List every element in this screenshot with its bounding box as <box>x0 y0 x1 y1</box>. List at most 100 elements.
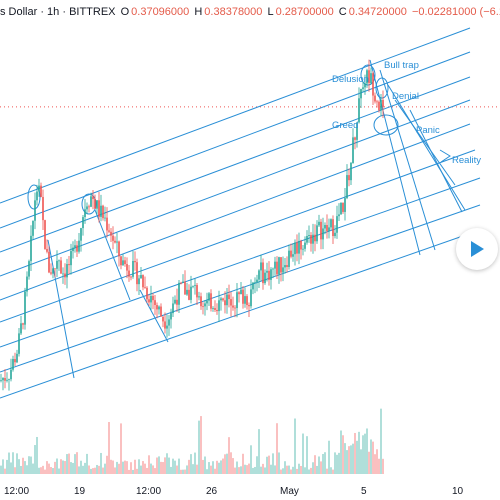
highlight-circle <box>360 64 376 86</box>
candle-body <box>62 273 64 275</box>
candle-body <box>276 261 278 275</box>
channel-line <box>0 51 471 229</box>
volume-bar <box>66 454 68 474</box>
annotation-greed: Greed <box>332 120 358 131</box>
volume-bar <box>58 468 60 474</box>
candle-body <box>236 292 238 309</box>
volume-bar <box>20 465 22 474</box>
volume-bar <box>224 454 226 474</box>
volume-bar <box>280 469 282 474</box>
candle-body <box>336 216 338 233</box>
volume-bar <box>256 456 258 474</box>
channel-line <box>0 99 471 277</box>
candle-body <box>60 260 62 274</box>
candle-body <box>312 234 314 244</box>
volume-bar <box>230 452 232 474</box>
candle-body <box>118 241 120 257</box>
candle-body <box>54 268 56 270</box>
play-button[interactable] <box>456 228 498 270</box>
candle-body <box>310 235 312 244</box>
candle-body <box>250 289 252 307</box>
candle-body <box>234 307 236 309</box>
candle-body <box>34 200 36 221</box>
volume-bar <box>16 453 18 474</box>
volume-bar <box>72 462 74 474</box>
volume-bar <box>240 466 242 474</box>
candle-body <box>228 294 230 300</box>
volume-bar <box>80 460 82 474</box>
candle-body <box>290 250 292 257</box>
candle-body <box>64 273 66 278</box>
candle-body <box>266 270 268 273</box>
candle-body <box>366 70 368 84</box>
candle-body <box>18 333 20 354</box>
volume-bar <box>268 455 270 474</box>
open-label: O <box>120 6 130 18</box>
candle-body <box>206 300 208 304</box>
volume-bar <box>274 465 276 474</box>
volume-bar <box>116 461 118 474</box>
candle-body <box>184 281 186 295</box>
candle-body <box>20 323 22 334</box>
volume-bar <box>380 408 382 474</box>
low-label: L <box>267 6 274 18</box>
volume-bar <box>56 458 58 474</box>
volume-bar <box>316 465 318 474</box>
candle-body <box>114 240 116 243</box>
volume-bar <box>142 461 144 474</box>
annotation-denial: Denial <box>392 91 419 102</box>
volume-bar <box>38 467 40 474</box>
volume-bar <box>216 460 218 474</box>
candle-body <box>42 196 44 221</box>
candle-body <box>56 260 58 269</box>
candle-body <box>300 240 302 250</box>
volume-bar <box>134 459 136 474</box>
candle-body <box>146 287 148 300</box>
volume-bars <box>0 408 384 474</box>
volume-bar <box>54 461 56 474</box>
volume-bar <box>346 450 348 474</box>
candle-body <box>348 175 350 181</box>
volume-bar <box>342 435 344 474</box>
close-value: 0.34720000 <box>348 6 407 18</box>
candle-body <box>188 289 190 300</box>
volume-bar <box>84 462 86 474</box>
candle-body <box>142 275 144 288</box>
volume-bar <box>150 463 152 474</box>
volume-bar <box>332 469 334 474</box>
play-icon <box>471 241 484 257</box>
annotation-bull-trap: Bull trap <box>384 60 419 71</box>
volume-bar <box>206 469 208 474</box>
volume-bar <box>382 458 384 474</box>
candle-body <box>254 282 256 284</box>
candle-body <box>240 289 242 295</box>
volume-bar <box>362 435 364 474</box>
candle-body <box>24 291 26 325</box>
candle-body <box>102 205 104 219</box>
volume-bar <box>100 452 102 474</box>
candle-body <box>194 285 196 286</box>
volume-bar <box>152 465 154 474</box>
volume-bar <box>320 461 322 474</box>
volume-bar <box>12 452 14 474</box>
candle-body <box>4 378 6 381</box>
volume-bar <box>114 467 116 474</box>
candle-body <box>148 299 150 303</box>
candle-body <box>308 235 310 237</box>
candle-body <box>28 261 30 277</box>
volume-bar <box>18 459 20 474</box>
channel-line <box>0 149 476 323</box>
candle-body <box>380 99 382 111</box>
volume-bar <box>60 459 62 474</box>
volume-bar <box>148 455 150 474</box>
change-value: −0.02281000 (−6.16%) <box>411 6 500 18</box>
candle-body <box>304 242 306 249</box>
volume-bar <box>186 465 188 474</box>
candle-body <box>268 270 270 280</box>
volume-bar <box>40 467 42 474</box>
candle-body <box>286 265 288 267</box>
volume-bar <box>4 468 6 474</box>
volume-bar <box>110 459 112 474</box>
